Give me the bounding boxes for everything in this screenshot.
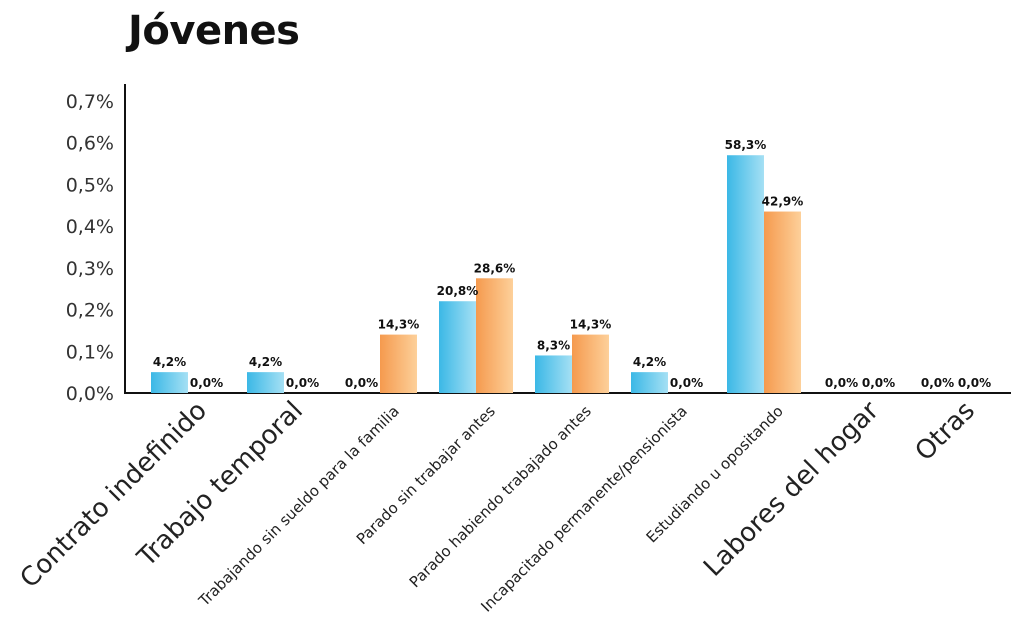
bar — [631, 372, 668, 393]
bar — [247, 372, 284, 393]
data-label: 4,2% — [633, 355, 666, 369]
data-label: 0,0% — [825, 376, 858, 390]
data-label: 0,0% — [345, 376, 378, 390]
data-label: 0,0% — [958, 376, 991, 390]
data-label: 14,3% — [378, 318, 420, 332]
y-tick-label: 0,0% — [66, 383, 114, 405]
y-tick-label: 0,7% — [66, 91, 114, 113]
y-tick-label: 0,5% — [66, 174, 114, 196]
y-tick-label: 0,2% — [66, 300, 114, 322]
category-label: Otras — [910, 396, 981, 467]
bar — [727, 155, 764, 393]
data-label: 58,3% — [725, 138, 767, 152]
y-tick-label: 0,4% — [66, 216, 114, 238]
category-label: Incapacitado permanente/pensionista — [477, 402, 690, 615]
bar — [764, 211, 801, 393]
bar — [380, 334, 417, 393]
data-label: 0,0% — [862, 376, 895, 390]
bars — [151, 155, 801, 393]
category-label: Contrato indefinido — [15, 396, 213, 594]
data-label: 0,0% — [286, 376, 319, 390]
category-label: Parado habiendo trabajado antes — [406, 402, 595, 591]
data-label: 42,9% — [762, 195, 804, 209]
data-label: 0,0% — [670, 376, 703, 390]
y-tick-label: 0,1% — [66, 341, 114, 363]
category-label: Trabajando sin sueldo para la familia — [195, 402, 403, 610]
bar — [439, 301, 476, 393]
data-label: 4,2% — [153, 355, 186, 369]
bar — [572, 334, 609, 393]
data-label: 20,8% — [437, 284, 479, 298]
data-label: 14,3% — [570, 318, 612, 332]
data-label: 0,0% — [921, 376, 954, 390]
chart-title: Jóvenes — [128, 8, 300, 54]
value-labels: 4,2%0,0%4,2%0,0% 0,0%14,3%20,8%28,6%8,3%1… — [153, 138, 991, 390]
category-label: Trabajo temporal — [131, 396, 309, 574]
y-tick-label: 0,3% — [66, 258, 114, 280]
data-label: 28,6% — [474, 261, 516, 275]
data-label: 0,0% — [190, 376, 223, 390]
data-label: 4,2% — [249, 355, 282, 369]
y-tick-label: 0,6% — [66, 133, 114, 155]
bar — [476, 278, 513, 393]
bar — [151, 372, 188, 393]
data-label: 8,3% — [537, 338, 570, 352]
category-label: Labores del hogar — [698, 396, 885, 583]
bar — [535, 355, 572, 393]
